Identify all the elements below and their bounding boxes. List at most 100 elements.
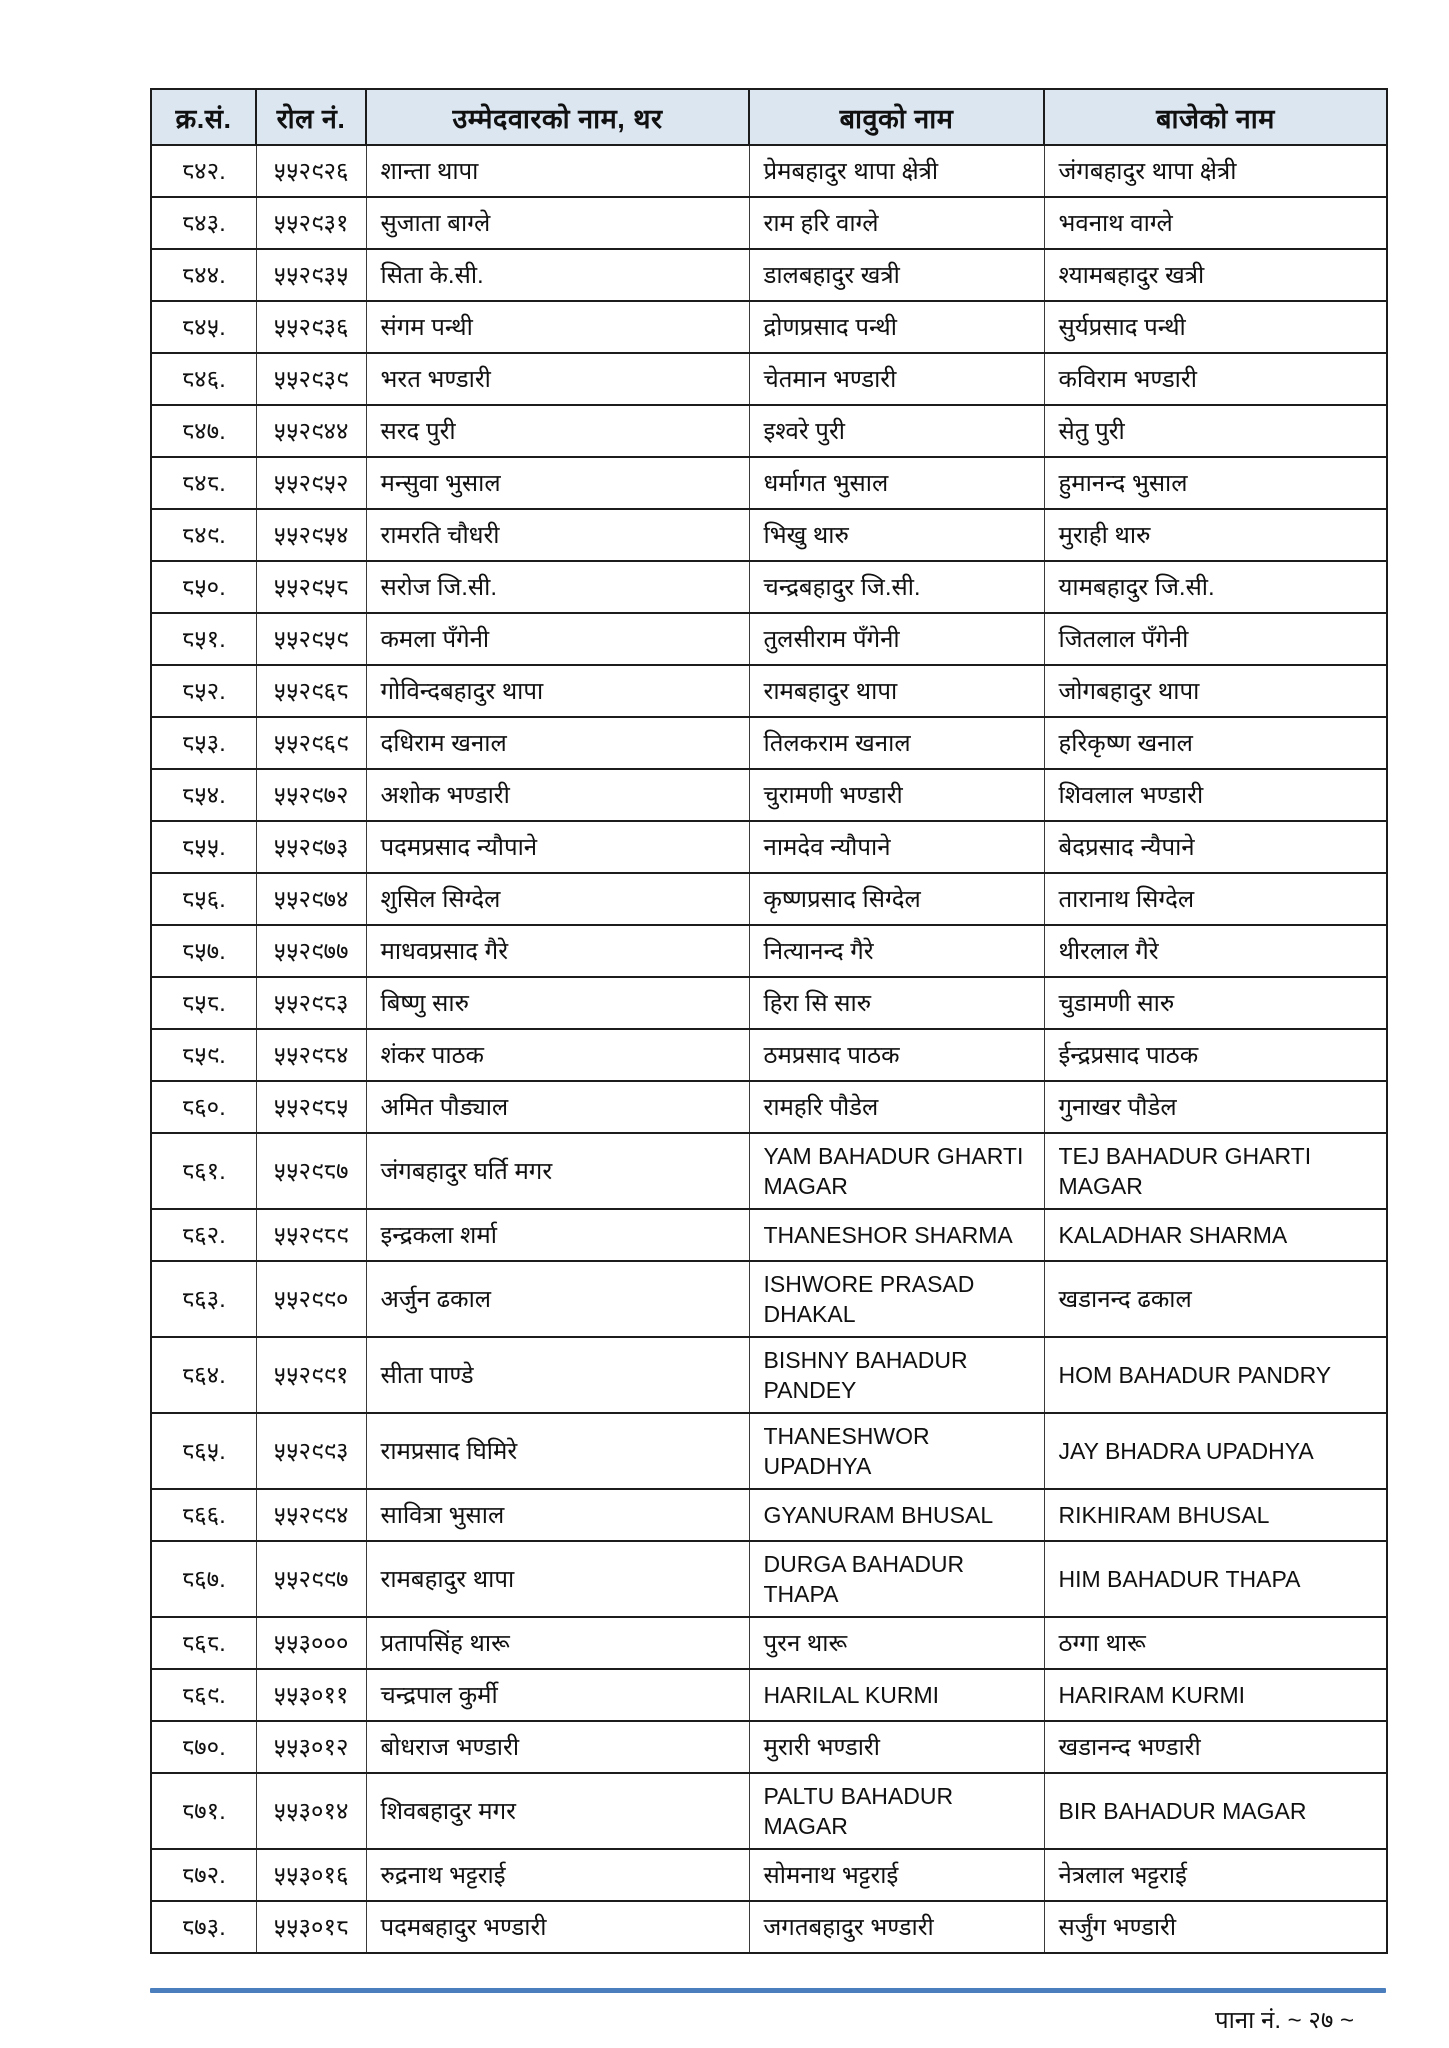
table-row: ८५७. ५५२९७७ माधवप्रसाद गैरे नित्यानन्द गैरे… xyxy=(150,924,1388,978)
candidate-name-cell: रुद्रनाथ भट्टराई xyxy=(365,1848,750,1902)
header-candidate-name: उम्मेदवारको नाम, थर xyxy=(365,88,750,146)
roll-number-cell: ५५२९३९ xyxy=(255,352,367,406)
serial-cell: ८६१. xyxy=(150,1132,257,1210)
grandfather-name-cell: नेत्रलाल भट्टराई xyxy=(1043,1848,1388,1902)
father-name-cell: रामबहादुर थापा xyxy=(748,664,1045,718)
candidate-table: क्र.सं. रोल नं. उम्मेदवारको नाम, थर बावु… xyxy=(150,88,1388,1954)
candidate-name-cell: माधवप्रसाद गैरे xyxy=(365,924,750,978)
roll-number-cell: ५५२९८३ xyxy=(255,976,367,1030)
table-row: ८५३. ५५२९६९ दधिराम खनाल तिलकराम खनाल हरिकृष्… xyxy=(150,716,1388,770)
candidate-name-cell: पदमबहादुर भण्डारी xyxy=(365,1900,750,1954)
serial-cell: ८४९. xyxy=(150,508,257,562)
father-name-cell: नित्यानन्द गैरे xyxy=(748,924,1045,978)
grandfather-name-cell: हरिकृष्ण खनाल xyxy=(1043,716,1388,770)
candidate-name-cell: अमित पौड्याल xyxy=(365,1080,750,1134)
roll-number-cell: ५५२९८७ xyxy=(255,1132,367,1210)
father-name-cell: ISHWORE PRASAD DHAKAL xyxy=(748,1260,1045,1338)
father-name-cell: पुरन थारू xyxy=(748,1616,1045,1670)
father-name-cell: प्रेमबहादुर थापा क्षेत्री xyxy=(748,144,1045,198)
serial-cell: ८६९. xyxy=(150,1668,257,1722)
table-row: ८५२. ५५२९६८ गोविन्दबहादुर थापा रामबहादुर था… xyxy=(150,664,1388,718)
grandfather-name-cell: मुराही थारु xyxy=(1043,508,1388,562)
roll-number-cell: ५५२९५४ xyxy=(255,508,367,562)
grandfather-name-cell: RIKHIRAM BHUSAL xyxy=(1043,1488,1388,1542)
table-row: ८५०. ५५२९५८ सरोज जि.सी. चन्द्रबहादुर जि.सी.… xyxy=(150,560,1388,614)
grandfather-name-cell: HOM BAHADUR PANDRY xyxy=(1043,1336,1388,1414)
father-name-cell: इश्वरे पुरी xyxy=(748,404,1045,458)
roll-number-cell: ५५२९३१ xyxy=(255,196,367,250)
serial-cell: ८४३. xyxy=(150,196,257,250)
grandfather-name-cell: खडानन्द भण्डारी xyxy=(1043,1720,1388,1774)
candidate-name-cell: दधिराम खनाल xyxy=(365,716,750,770)
grandfather-name-cell: खडानन्द ढकाल xyxy=(1043,1260,1388,1338)
header-row: क्र.सं. रोल नं. उम्मेदवारको नाम, थर बावु… xyxy=(150,88,1388,146)
table-row: ८४६. ५५२९३९ भरत भण्डारी चेतमान भण्डारी कविरा… xyxy=(150,352,1388,406)
table-row: ८६६. ५५२९९४ सावित्रा भुसाल GYANURAM BHUSAL R… xyxy=(150,1488,1388,1542)
candidate-name-cell: शुसिल सिग्देल xyxy=(365,872,750,926)
father-name-cell: सोमनाथ भट्टराई xyxy=(748,1848,1045,1902)
grandfather-name-cell: HIM BAHADUR THAPA xyxy=(1043,1540,1388,1618)
header-roll-no: रोल नं. xyxy=(255,88,367,146)
grandfather-name-cell: शिवलाल भण्डारी xyxy=(1043,768,1388,822)
grandfather-name-cell: चुडामणी सारु xyxy=(1043,976,1388,1030)
serial-cell: ८५०. xyxy=(150,560,257,614)
candidate-name-cell: रामरति चौधरी xyxy=(365,508,750,562)
serial-cell: ८६५. xyxy=(150,1412,257,1490)
roll-number-cell: ५५२९३५ xyxy=(255,248,367,302)
roll-number-cell: ५५२९९३ xyxy=(255,1412,367,1490)
roll-number-cell: ५५२९९४ xyxy=(255,1488,367,1542)
candidate-name-cell: शंकर पाठक xyxy=(365,1028,750,1082)
roll-number-cell: ५५३०१६ xyxy=(255,1848,367,1902)
table-row: ८४३. ५५२९३१ सुजाता बाग्ले राम हरि वाग्ले भवन… xyxy=(150,196,1388,250)
candidate-name-cell: भरत भण्डारी xyxy=(365,352,750,406)
serial-cell: ८४८. xyxy=(150,456,257,510)
grandfather-name-cell: हुमानन्द भुसाल xyxy=(1043,456,1388,510)
serial-cell: ८५८. xyxy=(150,976,257,1030)
header-serial-no: क्र.सं. xyxy=(150,88,257,146)
table-row: ८४८. ५५२९५२ मन्सुवा भुसाल धर्मागत भुसाल हुमा… xyxy=(150,456,1388,510)
grandfather-name-cell: ईन्द्रप्रसाद पाठक xyxy=(1043,1028,1388,1082)
father-name-cell: ठमप्रसाद पाठक xyxy=(748,1028,1045,1082)
table-row: ८६४. ५५२९९१ सीता पाण्डे BISHNY BAHADUR PAND… xyxy=(150,1336,1388,1414)
serial-cell: ८७१. xyxy=(150,1772,257,1850)
grandfather-name-cell: सर्जुंग भण्डारी xyxy=(1043,1900,1388,1954)
serial-cell: ८५५. xyxy=(150,820,257,874)
candidate-name-cell: बोधराज भण्डारी xyxy=(365,1720,750,1774)
grandfather-name-cell: ठग्गा थारू xyxy=(1043,1616,1388,1670)
table-row: ८६१. ५५२९८७ जंगबहादुर घर्ति मगर YAM BAHADUR… xyxy=(150,1132,1388,1210)
father-name-cell: डालबहादुर खत्री xyxy=(748,248,1045,302)
serial-cell: ८५४. xyxy=(150,768,257,822)
candidate-name-cell: शिवबहादुर मगर xyxy=(365,1772,750,1850)
father-name-cell: PALTU BAHADUR MAGAR xyxy=(748,1772,1045,1850)
father-name-cell: HARILAL KURMI xyxy=(748,1668,1045,1722)
serial-cell: ८७०. xyxy=(150,1720,257,1774)
father-name-cell: चुरामणी भण्डारी xyxy=(748,768,1045,822)
grandfather-name-cell: TEJ BAHADUR GHARTI MAGAR xyxy=(1043,1132,1388,1210)
grandfather-name-cell: भवनाथ वाग्ले xyxy=(1043,196,1388,250)
header-grandfather-name: बाजेको नाम xyxy=(1043,88,1388,146)
table-row: ८५५. ५५२९७३ पदमप्रसाद न्यौपाने नामदेव न्यौप… xyxy=(150,820,1388,874)
father-name-cell: जगतबहादुर भण्डारी xyxy=(748,1900,1045,1954)
roll-number-cell: ५५३०१२ xyxy=(255,1720,367,1774)
father-name-cell: GYANURAM BHUSAL xyxy=(748,1488,1045,1542)
table-row: ८६०. ५५२९८५ अमित पौड्याल रामहरि पौडेल गुनाखर… xyxy=(150,1080,1388,1134)
footer-divider-line xyxy=(150,1988,1386,1993)
grandfather-name-cell: KALADHAR SHARMA xyxy=(1043,1208,1388,1262)
father-name-cell: तुलसीराम पँगेनी xyxy=(748,612,1045,666)
roll-number-cell: ५५२९८९ xyxy=(255,1208,367,1262)
grandfather-name-cell: HARIRAM KURMI xyxy=(1043,1668,1388,1722)
roll-number-cell: ५५३०११ xyxy=(255,1668,367,1722)
table-row: ८५८. ५५२९८३ बिष्णु सारु हिरा सि सारु चुडामणी… xyxy=(150,976,1388,1030)
grandfather-name-cell: BIR BAHADUR MAGAR xyxy=(1043,1772,1388,1850)
grandfather-name-cell: सुर्यप्रसाद पन्थी xyxy=(1043,300,1388,354)
roll-number-cell: ५५२९७३ xyxy=(255,820,367,874)
candidate-name-cell: अर्जुन ढकाल xyxy=(365,1260,750,1338)
candidate-name-cell: सावित्रा भुसाल xyxy=(365,1488,750,1542)
serial-cell: ८४२. xyxy=(150,144,257,198)
candidate-name-cell: बिष्णु सारु xyxy=(365,976,750,1030)
grandfather-name-cell: तारानाथ सिग्देल xyxy=(1043,872,1388,926)
roll-number-cell: ५५३००० xyxy=(255,1616,367,1670)
table-row: ८७३. ५५३०१८ पदमबहादुर भण्डारी जगतबहादुर भण्… xyxy=(150,1900,1388,1954)
table-row: ८४२. ५५२९२६ शान्ता थापा प्रेमबहादुर थापा क्… xyxy=(150,144,1388,198)
